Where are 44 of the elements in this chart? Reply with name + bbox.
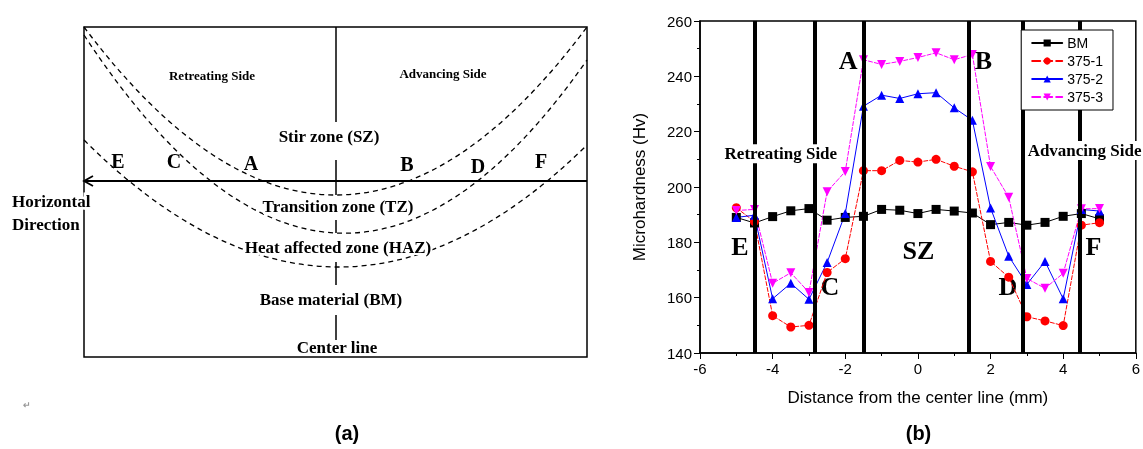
ref-line-label: B [974,46,993,76]
x-tick-label: 0 [913,360,923,377]
annotation: Advancing Side [1027,140,1142,160]
y-tick-label: 200 [666,178,692,196]
legend-label: 375-1 [1067,53,1104,69]
y-tick-label: 180 [666,233,692,251]
text: Heat affected zone (HAZ) [244,238,432,257]
x-axis-title: Distance from the center line (mm) [787,388,1049,407]
text: F [534,150,548,172]
y-tick-label: 240 [666,67,692,85]
x-tick-label: -2 [838,360,852,377]
x-tick-label: 2 [986,360,995,377]
x-tick-label: -4 [765,360,780,377]
text: A [243,152,259,174]
legend-label: BM [1067,35,1089,51]
text: Advancing Side [399,66,487,81]
ref-line-label: F [1085,232,1102,262]
text: Transition zone (TZ) [262,197,414,216]
x-tick-label: -6 [693,360,707,377]
y-axis-title: Microhardness (Hv) [630,112,649,262]
legend-label: 375-3 [1067,89,1104,105]
y-tick-label: 160 [666,289,692,307]
x-tick-label: 6 [1131,360,1140,377]
ref-line-label: C [820,272,840,302]
text: (b) [905,422,932,444]
annotation: Retreating Side [724,144,838,164]
text: Stir zone (SZ) [278,127,380,146]
ref-line-label: A [838,46,858,76]
text: Center line [296,338,378,357]
text: ↵ [23,400,31,410]
text: (a) [334,422,360,444]
text: Retreating Side [168,68,256,83]
legend-label: 375-2 [1067,71,1104,87]
text: B [400,153,414,175]
x-tick-label: 4 [1059,360,1068,377]
y-tick-label: 220 [666,123,692,141]
text: Base material (BM) [259,290,403,309]
y-tick-label: 260 [666,12,692,30]
text: C [166,150,182,172]
text: D [470,155,486,177]
y-tick-label: 140 [666,344,692,362]
text: E [111,150,125,172]
ref-line-label: E [731,232,749,262]
annotation: SZ [902,235,935,265]
